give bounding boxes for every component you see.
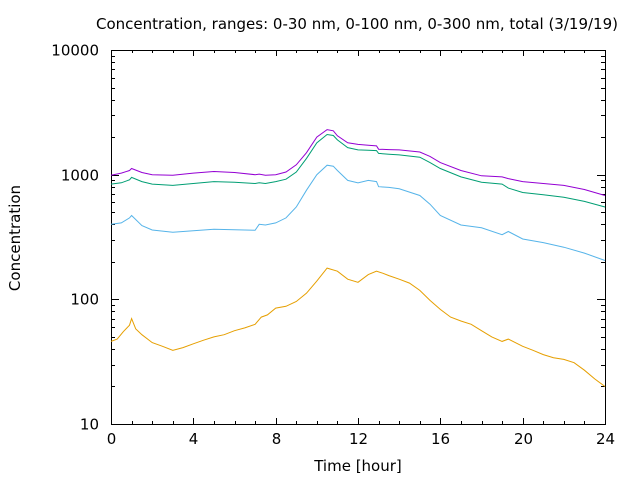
- y-tick-label: 1000: [61, 167, 99, 185]
- x-tick-label: 4: [189, 430, 199, 448]
- y-tick-label: 10: [80, 416, 99, 434]
- x-tick-label: 24: [596, 430, 615, 448]
- x-axis-label: Time [hour]: [313, 457, 402, 475]
- series-layer: [110, 129, 606, 387]
- chart-title: Concentration, ranges: 0-30 nm, 0-100 nm…: [96, 15, 618, 33]
- x-tick-label: 8: [272, 430, 282, 448]
- plot-frame: [111, 50, 606, 425]
- x-tick-label: 16: [431, 430, 450, 448]
- x-tick-label: 12: [349, 430, 368, 448]
- y-tick-label: 10000: [51, 42, 99, 60]
- series-line-1: [110, 129, 606, 196]
- series-line-4: [110, 267, 606, 387]
- series-line-2: [110, 133, 606, 208]
- y-tick-label: 100: [70, 291, 99, 309]
- y-axis-label: Concentration: [6, 185, 24, 291]
- series-line-3: [110, 164, 606, 261]
- x-tick-label: 0: [107, 430, 117, 448]
- ticks-layer: 0 4 8 12 16 20 24 10 100 1000 10000: [51, 42, 615, 449]
- x-tick-label: 20: [514, 430, 533, 448]
